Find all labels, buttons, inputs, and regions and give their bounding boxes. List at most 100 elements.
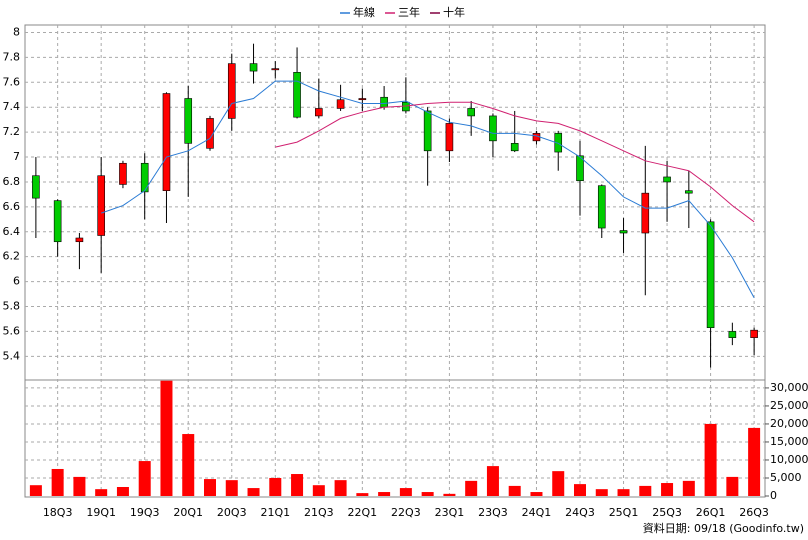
candle-body (119, 162, 127, 185)
y-tick-label: 5.6 (3, 324, 21, 337)
candle-body (162, 93, 171, 191)
x-tick-label: 22Q3 (391, 506, 421, 519)
volume-bar (639, 485, 652, 496)
volume-bar (595, 489, 608, 496)
volume-bar (269, 477, 282, 496)
candle-body (315, 108, 323, 117)
x-tick-label: 23Q1 (435, 506, 465, 519)
y2-tick-label: 25,000 (770, 399, 808, 412)
volume-bar (29, 485, 42, 496)
candle-body (271, 68, 280, 71)
x-tick-label: 19Q1 (86, 506, 116, 519)
candle-body (227, 63, 236, 119)
x-tick-label: 18Q3 (43, 506, 73, 519)
volume-bar (51, 468, 64, 496)
volume-bar (73, 476, 86, 496)
volume-bar (704, 423, 717, 496)
x-tick-label: 26Q3 (739, 506, 769, 519)
volume-bar (726, 476, 739, 496)
volume-bar (552, 471, 565, 496)
candle-body (184, 98, 193, 144)
candle-body (53, 200, 62, 243)
volume-bar (116, 486, 129, 496)
candle-body (380, 96, 388, 108)
x-tick-label: 25Q3 (652, 506, 682, 519)
volume-bar (204, 479, 216, 496)
volume-bar (356, 493, 369, 496)
volume-bar (421, 492, 434, 496)
volume-bar (160, 380, 173, 496)
y2-tick-label: 20,000 (770, 417, 808, 430)
volume-bar (95, 489, 108, 496)
candle-body (336, 99, 345, 109)
x-tick-label: 22Q1 (348, 506, 378, 519)
candle-body (750, 329, 758, 338)
y2-tick-label: 15,000 (770, 435, 808, 448)
candle-body (293, 72, 301, 118)
y-tick-label: 6.8 (3, 175, 21, 188)
candle-body (206, 118, 214, 149)
volume-bar (661, 483, 674, 496)
volume-bar (617, 489, 630, 496)
x-tick-label: 24Q3 (565, 506, 595, 519)
y-tick-label: 5.8 (3, 300, 21, 313)
source-note: 資料日期: 09/18 (Goodinfo.tw) (643, 521, 804, 535)
candle-body (576, 155, 584, 182)
volume-bar (508, 485, 521, 496)
candle-body (423, 110, 432, 152)
x-tick-label: 24Q1 (522, 506, 552, 519)
volume-bar (225, 480, 238, 496)
y-tick-label: 7.2 (3, 125, 21, 138)
volume-bar (312, 485, 325, 496)
volume-bar (247, 488, 260, 496)
volume-bar (486, 466, 499, 496)
volume-bar (378, 492, 391, 496)
volume-bar (291, 474, 304, 496)
y2-tick-label: 10,000 (770, 453, 808, 466)
y-tick-label: 8 (13, 25, 20, 38)
candle-body (554, 133, 563, 153)
candle-body (445, 123, 454, 152)
candle-body (32, 175, 40, 199)
y-tick-label: 6 (13, 275, 20, 288)
volume-bar (574, 484, 586, 496)
y-tick-label: 7.6 (3, 75, 21, 88)
candle-body (619, 230, 628, 234)
candle-body (489, 115, 497, 142)
y-tick-label: 7.4 (3, 100, 21, 113)
y-tick-label: 5.4 (3, 349, 21, 362)
candle-body (728, 331, 737, 338)
candle-body (467, 108, 475, 117)
ma-line (101, 80, 755, 299)
x-tick-label: 20Q1 (173, 506, 203, 519)
x-tick-label: 23Q3 (478, 506, 508, 519)
volume-bar (182, 434, 195, 496)
volume-bar (334, 480, 347, 496)
x-tick-label: 19Q3 (130, 506, 160, 519)
candle-body (249, 63, 258, 72)
legend-label: 三年 (398, 5, 420, 19)
x-tick-label: 25Q1 (609, 506, 639, 519)
volume-bar (399, 488, 412, 496)
x-tick-label: 21Q1 (260, 506, 290, 519)
volume-bar (748, 427, 761, 496)
volume-bar (465, 480, 478, 496)
x-tick-label: 21Q3 (304, 506, 334, 519)
legend-label: 年線 (353, 5, 375, 19)
y-tick-label: 7.8 (3, 50, 21, 63)
candle-body (97, 175, 105, 236)
ma-line (275, 101, 755, 223)
candle-body (685, 190, 693, 194)
x-tick-label: 26Q1 (696, 506, 726, 519)
candle-body (597, 185, 606, 229)
y-tick-label: 6.2 (3, 250, 21, 263)
volume-bar (138, 461, 151, 496)
volume-bar (682, 480, 695, 496)
candle-body (706, 221, 715, 328)
y-tick-label: 6.6 (3, 200, 21, 213)
plot-frame (24, 24, 766, 498)
y2-tick-label: 0 (770, 489, 777, 502)
legend-label: 十年 (443, 5, 465, 19)
candle-body (510, 143, 519, 152)
